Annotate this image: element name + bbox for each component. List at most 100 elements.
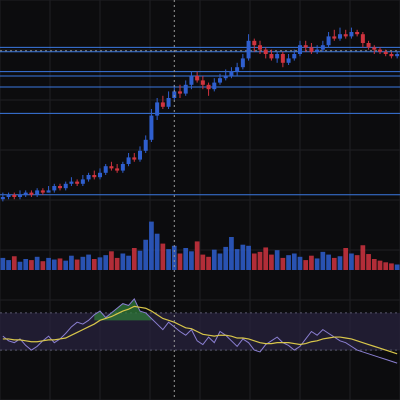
- candle-body: [343, 34, 348, 37]
- oscillator-line: [2, 298, 398, 364]
- oscillator-band: [0, 312, 400, 351]
- volume-bar: [200, 254, 206, 270]
- volume-bar: [177, 253, 183, 270]
- volume-bar: [11, 256, 17, 270]
- candle-body: [132, 157, 137, 160]
- candle-body: [263, 49, 268, 54]
- candle-body: [372, 47, 377, 50]
- candle-body: [6, 194, 11, 197]
- candle-body: [303, 45, 308, 48]
- candle-body: [229, 71, 234, 76]
- candle-body: [80, 179, 85, 184]
- candle-body: [275, 54, 280, 59]
- volume-bar: [23, 259, 29, 270]
- candle-body: [326, 36, 331, 46]
- volume-bar: [103, 255, 109, 270]
- candle-body: [315, 49, 320, 52]
- volume-bar: [394, 264, 400, 270]
- volume-bar: [360, 245, 366, 270]
- candle-body: [378, 49, 382, 52]
- volume-bar: [291, 253, 297, 270]
- horizontal-levels: [0, 46, 400, 196]
- volume-bar: [349, 253, 354, 270]
- candle-body: [0, 197, 5, 200]
- candle-body: [86, 175, 91, 180]
- candle-body: [246, 40, 251, 59]
- oscillator-signal-line: [2, 305, 398, 355]
- volume-bar: [229, 237, 234, 270]
- volume-bar: [314, 258, 320, 270]
- candle-body: [309, 47, 314, 52]
- volume-bar: [17, 261, 23, 270]
- volume-bar: [131, 248, 137, 270]
- candle-body: [69, 181, 74, 184]
- candle-body: [115, 168, 120, 171]
- volume-bar: [240, 244, 246, 270]
- volume-bar: [109, 251, 114, 270]
- candle-body: [75, 181, 80, 184]
- candle-body: [138, 150, 142, 160]
- candle-body: [23, 192, 28, 195]
- volume-bar: [320, 251, 326, 270]
- volume-bar: [189, 251, 194, 270]
- candle-body: [320, 45, 325, 50]
- volume-bar: [69, 255, 74, 270]
- volume-bar: [269, 254, 274, 270]
- volume-bar: [143, 239, 149, 270]
- candle-body: [389, 54, 394, 57]
- candle-body: [298, 45, 302, 54]
- candle-body: [172, 91, 177, 98]
- candle-body: [160, 102, 165, 107]
- candle-body: [46, 190, 51, 193]
- volume-bar: [126, 255, 131, 270]
- volume-bar: [0, 257, 6, 270]
- volume-bars: [0, 221, 400, 270]
- volume-bar: [389, 263, 394, 270]
- volume-bar: [331, 257, 337, 270]
- candle-body: [195, 76, 200, 81]
- volume-bar: [97, 257, 103, 270]
- candle-body: [189, 76, 194, 85]
- volume-bar: [114, 257, 120, 270]
- candle-body: [355, 32, 360, 35]
- candle-body: [166, 98, 171, 107]
- candle-body: [103, 166, 108, 173]
- candle-body: [143, 139, 148, 151]
- volume-bar: [194, 241, 200, 270]
- candle-body: [223, 76, 228, 79]
- candle-body: [235, 67, 240, 72]
- candle-body: [18, 194, 22, 197]
- volume-bar: [377, 260, 383, 270]
- candle-body: [149, 115, 154, 140]
- candle-body: [29, 192, 34, 195]
- volume-bar: [154, 233, 160, 270]
- volume-bar: [183, 248, 189, 270]
- candle-body: [332, 36, 337, 39]
- candle-body: [338, 34, 342, 39]
- candle-body: [360, 34, 365, 43]
- volume-bar: [211, 249, 217, 270]
- candle-body: [183, 84, 188, 94]
- volume-bar: [286, 255, 291, 270]
- candle-body: [258, 45, 262, 50]
- candle-body: [92, 175, 97, 178]
- candle-body: [252, 40, 257, 46]
- volume-bar: [303, 260, 309, 270]
- volume-bar: [57, 258, 63, 270]
- candle-body: [63, 183, 68, 189]
- candle-body: [35, 190, 40, 195]
- candle-body: [52, 186, 57, 191]
- candle-body: [349, 32, 354, 37]
- candle-body: [12, 194, 17, 197]
- volume-bar: [383, 262, 389, 270]
- volume-bar: [120, 253, 126, 270]
- oscillator-overbought-fill: [94, 298, 152, 321]
- candle-body: [240, 58, 245, 68]
- candle-body: [280, 54, 285, 63]
- volume-bar: [263, 247, 269, 270]
- candle-body: [40, 190, 45, 193]
- volume-bar: [337, 256, 343, 270]
- volume-bar: [274, 250, 280, 270]
- volume-bar: [34, 256, 40, 270]
